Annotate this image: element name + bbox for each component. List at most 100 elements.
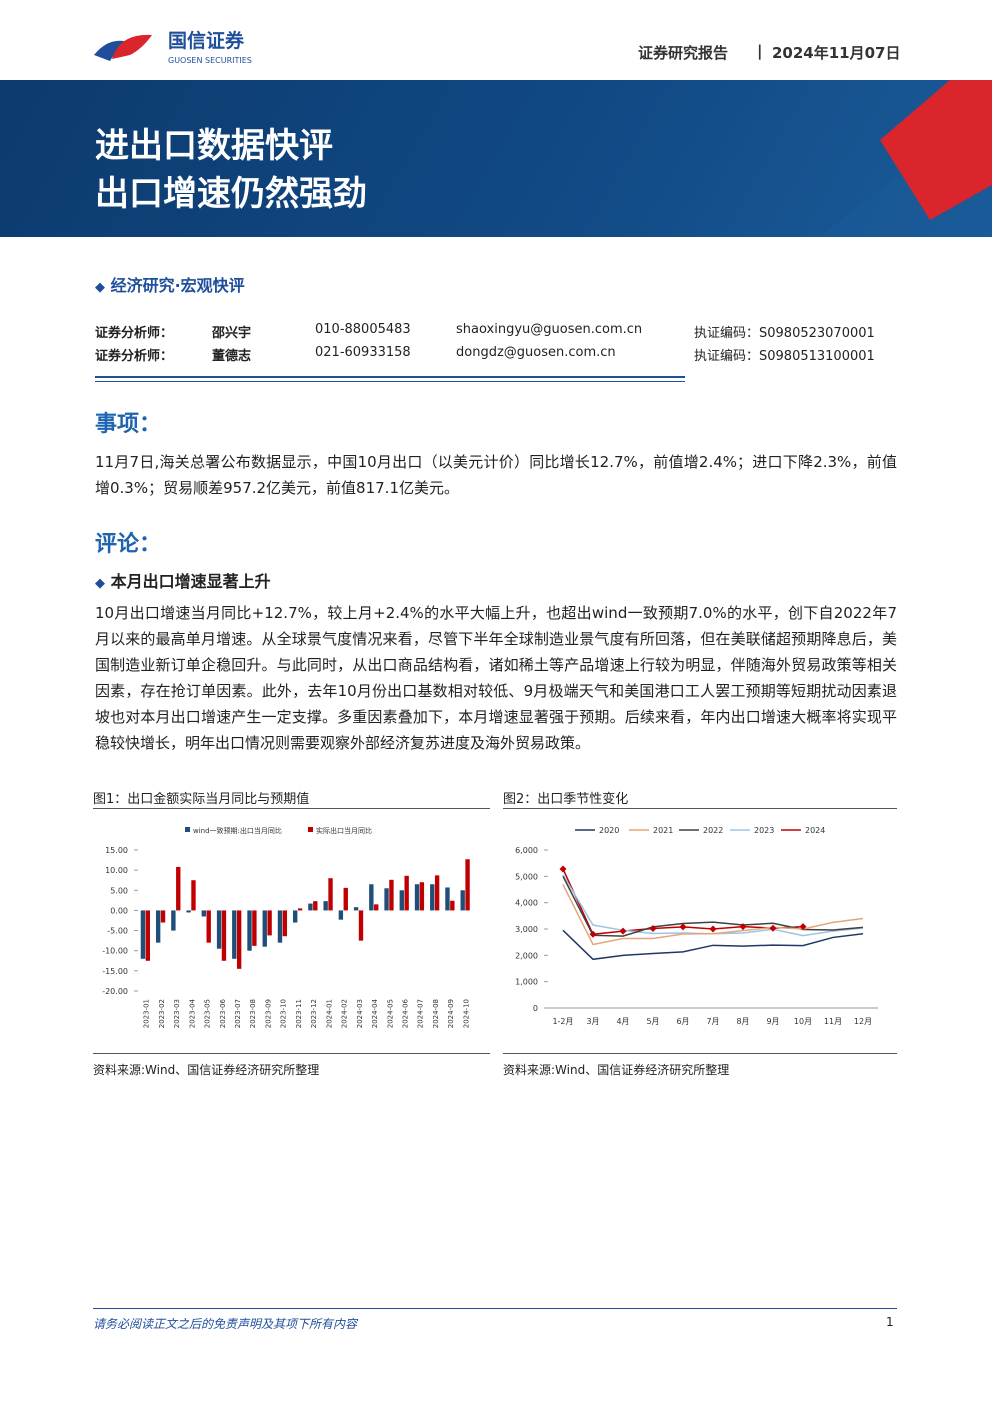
x-tick-label: 2024-07 — [417, 999, 425, 1028]
x-tick-label: 2024-04 — [371, 998, 379, 1028]
bar — [460, 890, 465, 911]
x-tick-label: 2023-12 — [310, 999, 318, 1028]
logo: 国信证券 GUOSEN SECURITIES — [94, 29, 252, 65]
y-tick-label: 2,000 — [515, 951, 538, 960]
bar — [465, 859, 470, 911]
rule — [93, 1308, 897, 1309]
marker — [619, 927, 627, 935]
bar — [221, 910, 227, 961]
analyst-field: dongdz@guosen.com.cn — [456, 345, 616, 360]
x-tick-label: 2023-06 — [219, 998, 227, 1028]
bar — [445, 887, 450, 911]
banner — [0, 80, 992, 237]
x-tick-label: 6月 — [676, 1017, 689, 1026]
report-date: 2024年11月07日 — [772, 44, 901, 62]
bar — [430, 884, 435, 911]
subheading: ◆ 本月出口增速显著上升 — [95, 572, 271, 591]
x-tick-label: 2024-10 — [462, 999, 470, 1028]
bar — [252, 910, 257, 946]
chart: 15.00 10.00 5.00 0.00 -5.00 -10.00 -15.00 -20.0… — [102, 826, 470, 1028]
bar — [343, 887, 348, 911]
x-tick-label: 2023-08 — [249, 999, 257, 1028]
paragraph: 11月7日,海关总署公布数据显示，中国10月出口（以美元计价）同比增长12.7%… — [95, 453, 897, 497]
title: 出口增速仍然强劲 — [95, 174, 367, 214]
legend-label: 2021 — [653, 826, 673, 835]
bar — [450, 900, 455, 911]
marker — [589, 930, 597, 938]
rule — [503, 1053, 897, 1054]
bar — [293, 910, 298, 923]
x-tick-label: 2023-05 — [204, 999, 212, 1028]
analyst-field: 董德志 — [212, 349, 252, 364]
line — [562, 875, 864, 937]
bar — [308, 903, 313, 911]
y-tick-label: -5.00 — [107, 927, 128, 936]
y-tick-label: 1,000 — [515, 978, 538, 987]
x-tick-label: 2024-02 — [341, 999, 349, 1028]
y-tick-label: 6,000 — [515, 846, 538, 855]
bar — [145, 910, 150, 961]
analyst-field: shaoxingyu@guosen.com.cn — [456, 322, 643, 337]
x-tick-label: 2023-04 — [188, 998, 196, 1028]
bar — [389, 879, 394, 911]
y-tick-label: 0.00 — [110, 906, 128, 915]
y-tick-label: 0 — [533, 1004, 538, 1013]
rule — [93, 808, 490, 809]
analyst-field: 证券分析师： — [95, 326, 174, 341]
x-tick-label: 2023-01 — [143, 999, 151, 1028]
section-heading: 评论： — [95, 532, 162, 557]
figure-caption: 图1：出口金额实际当月同比与预期值 — [93, 792, 310, 807]
bar — [358, 910, 364, 941]
title: 进出口数据快评 — [95, 126, 333, 166]
bar — [201, 910, 207, 917]
category-text: 经济研究·宏观快评 — [110, 276, 245, 295]
marker — [709, 925, 717, 933]
bar — [232, 910, 237, 959]
bar — [176, 866, 181, 911]
bar — [434, 875, 440, 911]
x-tick-label: 2024-08 — [432, 999, 440, 1028]
section-heading: 事项： — [95, 412, 162, 437]
bar — [384, 888, 389, 911]
x-tick-label: 4月 — [616, 1017, 629, 1026]
legend-label: 2023 — [754, 826, 774, 835]
analyst-field: 证券分析师： — [95, 349, 174, 364]
x-tick-label: 2023-11 — [295, 999, 303, 1028]
legend-label: 2020 — [599, 826, 619, 835]
figure-caption: 图2：出口季节性变化 — [503, 792, 629, 807]
legend-label: wind一致预期:出口当月同比 — [193, 826, 282, 835]
x-tick-label: 2024-01 — [325, 999, 333, 1028]
category: ◆ 经济研究·宏观快评 — [95, 276, 245, 295]
bar — [247, 910, 252, 951]
y-tick-label: 5,000 — [515, 872, 538, 881]
figure-source: 资料来源:Wind、国信证券经济研究所整理 — [503, 1063, 730, 1077]
logo-mark — [112, 34, 152, 59]
x-tick-label: 2023-07 — [234, 999, 242, 1028]
bar — [236, 910, 242, 969]
report-type: 证券研究报告 — [638, 44, 729, 62]
x-tick-label: 9月 — [766, 1017, 779, 1026]
bar — [267, 910, 272, 936]
bar — [353, 907, 359, 911]
bar — [262, 910, 267, 947]
bar — [160, 910, 166, 923]
x-tick-label: 2024-05 — [386, 999, 394, 1028]
analyst-field: 执证编码：S0980523070001 — [694, 326, 875, 341]
x-tick-label: 10月 — [794, 1017, 812, 1026]
x-tick-label: 8月 — [736, 1017, 749, 1026]
bar — [140, 910, 146, 959]
line — [562, 929, 864, 961]
marker — [739, 923, 747, 931]
rule — [95, 381, 685, 382]
bar — [155, 910, 161, 943]
legend-label: 实际出口当月同比 — [316, 826, 372, 835]
brand-en: GUOSEN SECURITIES — [168, 56, 252, 65]
x-tick-label: 11月 — [824, 1017, 842, 1026]
bar — [374, 904, 379, 911]
separator: | — [757, 42, 763, 60]
y-tick-label: -20.00 — [102, 987, 128, 996]
legend-swatch — [185, 827, 190, 832]
bar — [313, 901, 318, 911]
paragraph: 10月出口增速当月同比+12.7%，较上月+2.4%的水平大幅上升，也超出win… — [95, 604, 897, 752]
